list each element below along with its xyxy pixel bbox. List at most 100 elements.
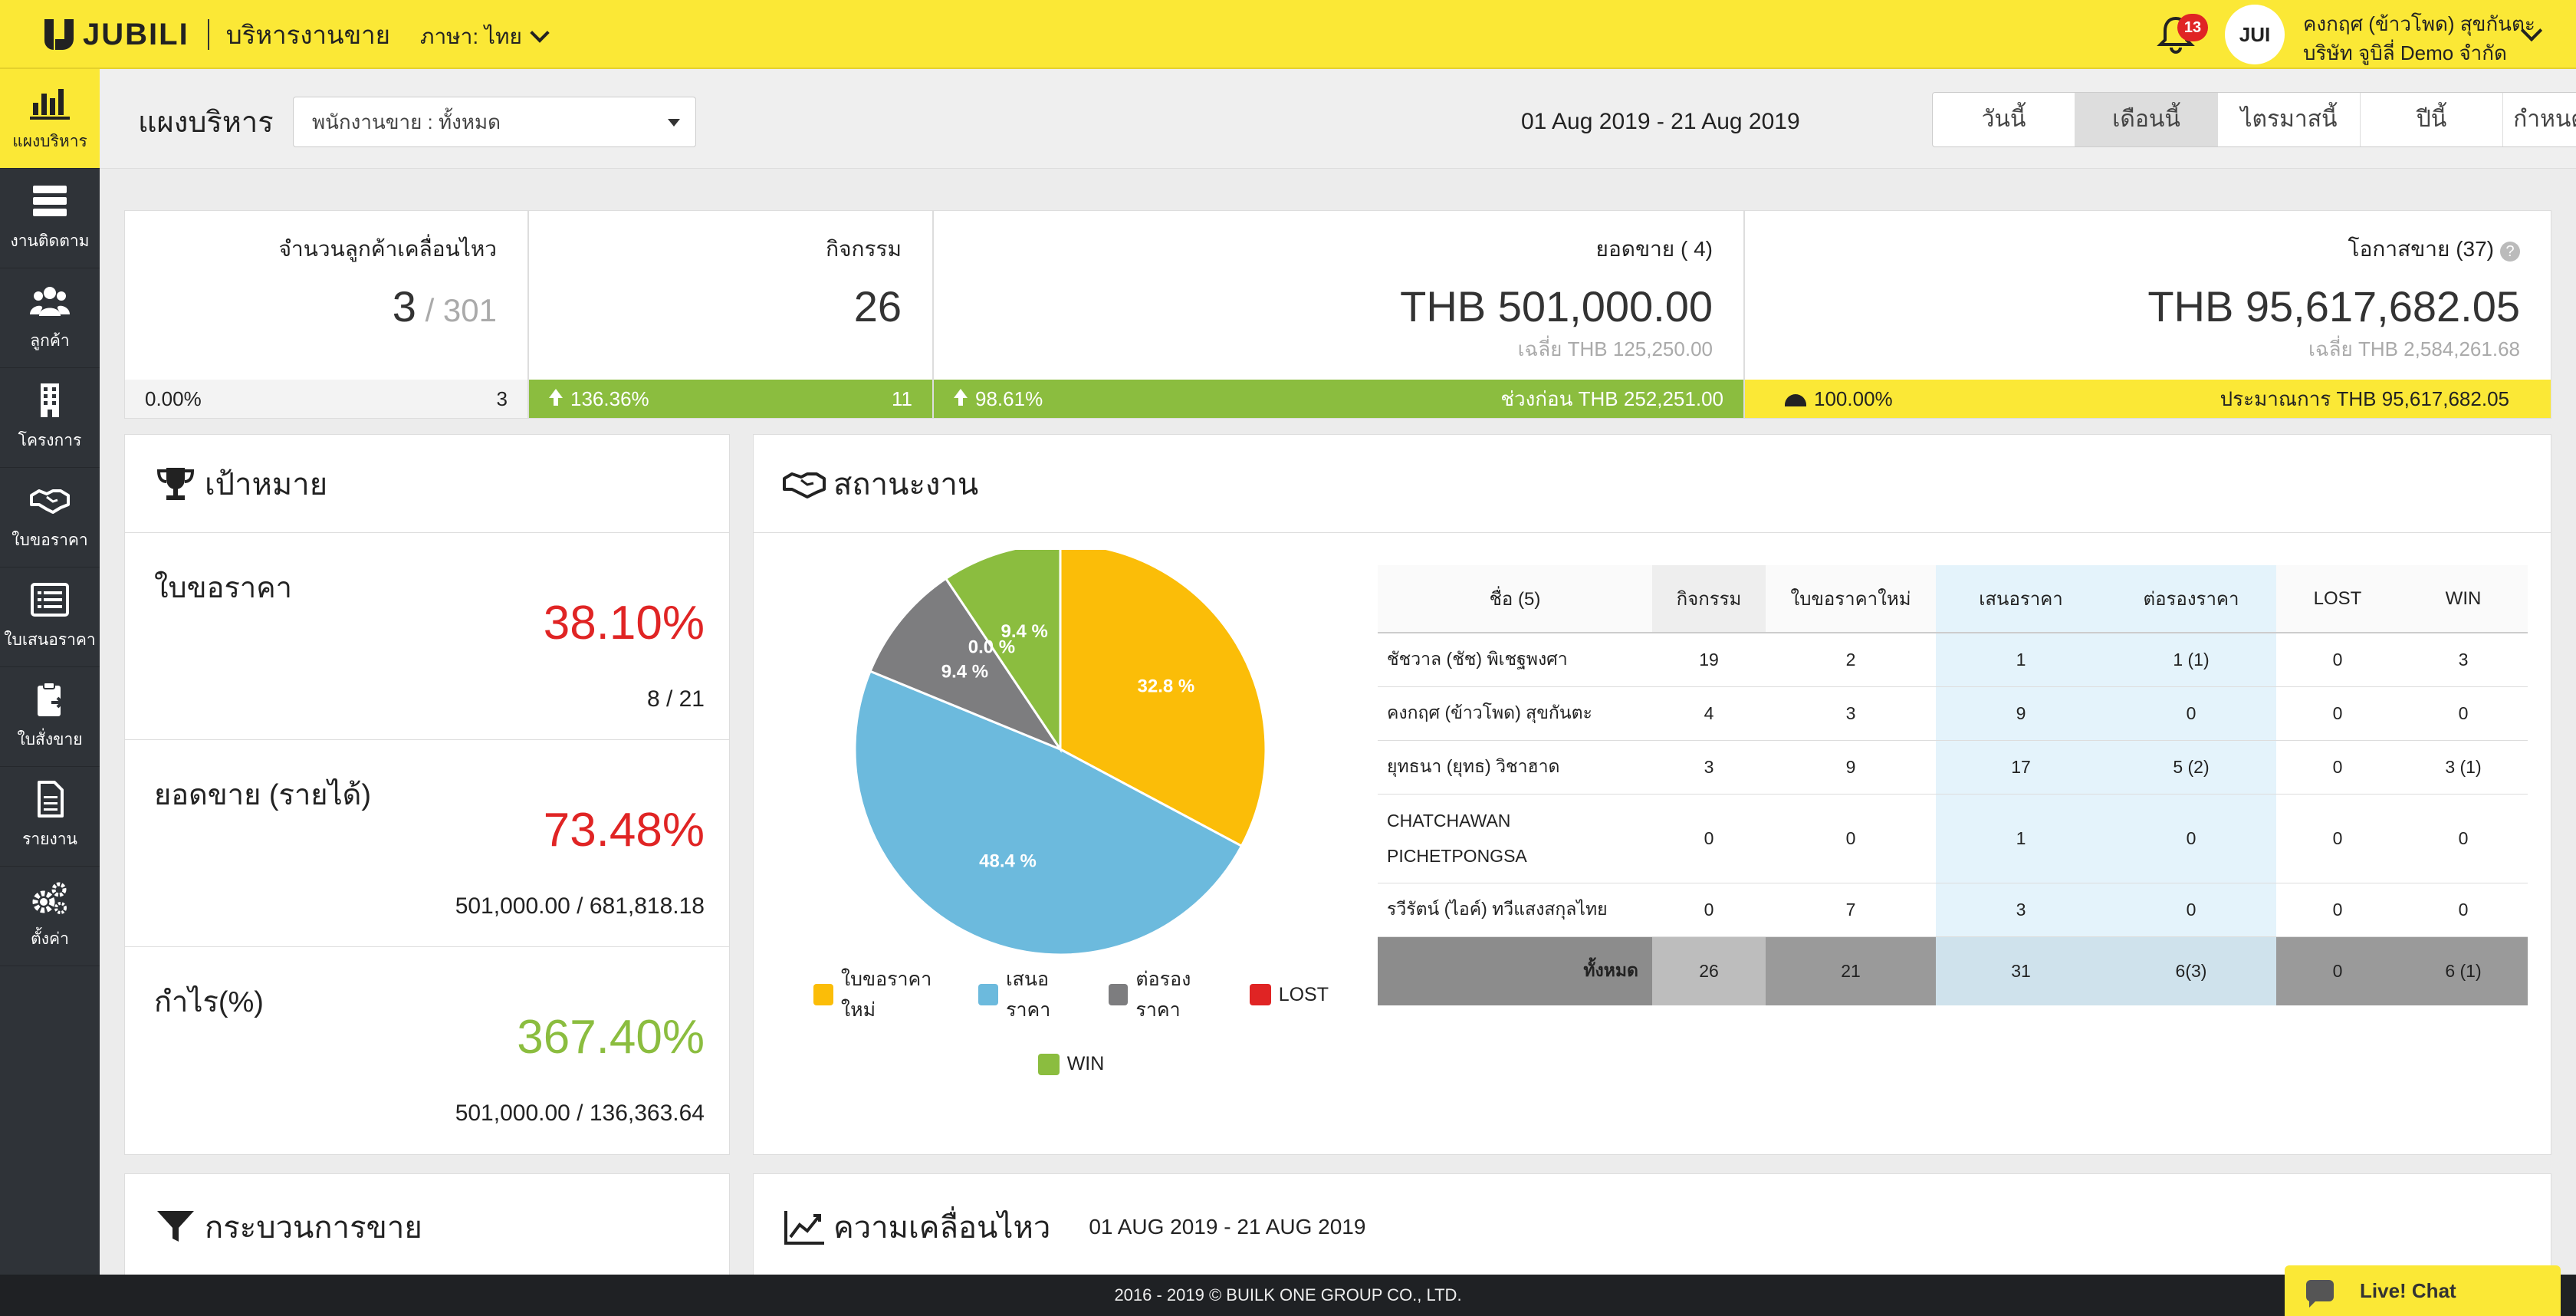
notification-button[interactable]: 13	[2154, 12, 2208, 55]
sidebar-item-quotations[interactable]: ใบเสนอราคา	[0, 568, 100, 667]
tab-this-month[interactable]: เดือนนี้	[2075, 93, 2218, 146]
column-header-lost[interactable]: LOST	[2276, 565, 2399, 633]
cell-name[interactable]: ยุทธนา (ยุทธ) วิชาฮาด	[1378, 740, 1652, 795]
table-row[interactable]: ยุทธนา (ยุทธ) วิชาฮาด 3 9 17 5 (2) 0 3 (…	[1378, 740, 2528, 795]
cell-new-requests: 9	[1766, 740, 1936, 795]
table-row[interactable]: ชัชวาล (ชัช) พิเชฐพงศา 19 2 1 1 (1) 0 3	[1378, 633, 2528, 687]
avatar-text: JUI	[2239, 22, 2271, 46]
column-header-negotiating[interactable]: ต่อรองราคา	[2106, 565, 2276, 633]
cell-name[interactable]: ชัชวาล (ชัช) พิเชฐพงศา	[1378, 633, 1652, 687]
pie-slice[interactable]	[1059, 550, 1267, 848]
target-quote-requests[interactable]: ใบขอราคา 38.10% 8 / 21	[125, 533, 729, 740]
target-profit[interactable]: กำไร(%) 367.40% 501,000.00 / 136,363.64	[125, 947, 729, 1154]
sidebar-item-sales-orders[interactable]: ใบสั่งขาย	[0, 667, 100, 767]
cell-name[interactable]: คงกฤศ (ข้าวโพด) สุขกันตะ	[1378, 686, 1652, 741]
period-tabs: วันนี้ เดือนนี้ ไตรมาสนี้ ปีนี้ กำหนดเอง	[1932, 92, 2576, 147]
cell-name[interactable]: CHATCHAWAN PICHETPONGSA	[1378, 794, 1652, 883]
cell-win: 0	[2399, 883, 2528, 937]
sidebar-item-dashboard[interactable]: แผงบริหาร	[0, 69, 120, 169]
salesman-select[interactable]: พนักงานขาย : ทั้งหมด	[293, 97, 696, 147]
document-icon	[38, 781, 64, 818]
tab-this-year[interactable]: ปีนี้	[2361, 93, 2503, 146]
cell-name[interactable]: รวีรัตน์ (ไอค์) ทวีแสงสกุลไทย	[1378, 883, 1652, 937]
legend-swatch	[1037, 1053, 1060, 1075]
trophy-icon	[156, 467, 195, 500]
sidebar-item-quote-requests[interactable]: ใบขอราคา	[0, 468, 100, 568]
cell-activities: 0	[1652, 794, 1766, 883]
cell-lost: 0	[2276, 883, 2399, 937]
sidebar-item-reports[interactable]: รายงาน	[0, 767, 100, 867]
logo[interactable]: JUBILI บริหารงานขาย	[44, 17, 390, 52]
pie-slice[interactable]	[944, 550, 1062, 753]
avatar[interactable]: JUI	[2225, 5, 2285, 64]
status-pie-chart: 32.8 %48.4 %9.4 %0.0 %9.4 %	[853, 550, 1267, 956]
language-selector[interactable]: ภาษา: ไทย	[420, 20, 550, 54]
stat-active-customers[interactable]: จำนวนลูกค้าเคลื่อนไหว 3 / 301 0.00% 3	[124, 210, 528, 419]
cell-lost: 0	[2276, 686, 2399, 741]
cell-activities: 19	[1652, 633, 1766, 687]
pie-slice[interactable]	[869, 577, 1063, 752]
page-title: แผงบริหาร	[138, 107, 274, 139]
target-sales-revenue[interactable]: ยอดขาย (รายได้) 73.48% 501,000.00 / 681,…	[125, 740, 729, 947]
column-header-name[interactable]: ชื่อ (5)	[1378, 565, 1652, 633]
status-title: สถานะงาน	[833, 467, 979, 502]
target-percent: 38.10%	[543, 597, 705, 650]
cell-total-label: ทั้งหมด	[1378, 936, 1652, 1005]
sidebar-item-settings[interactable]: ตั้งค่า	[0, 867, 100, 966]
sub-header: แผงบริหาร พนักงานขาย : ทั้งหมด 01 Aug 20…	[100, 69, 2576, 169]
sidebar-item-label: ใบสั่งขาย	[17, 731, 83, 748]
table-row[interactable]: CHATCHAWAN PICHETPONGSA 0 0 1 0 0 0	[1378, 794, 2528, 883]
stat-activities[interactable]: กิจกรรม 26 136.36% 11	[528, 210, 933, 419]
table-row[interactable]: รวีรัตน์ (ไอค์) ทวีแสงสกุลไทย 0 7 3 0 0 …	[1378, 883, 2528, 937]
tab-today[interactable]: วันนี้	[1933, 93, 2075, 146]
column-header-new-requests[interactable]: ใบขอราคาใหม่	[1766, 565, 1936, 633]
handshake-icon	[30, 489, 70, 514]
stat-opportunities[interactable]: โอกาสขาย (37)? THB 95,617,682.05 เฉลี่ย …	[1744, 210, 2551, 419]
stat-label: จำนวนลูกค้าเคลื่อนไหว	[278, 237, 497, 261]
cell-negotiating: 0	[2106, 794, 2276, 883]
stat-footer-left: 136.36%	[570, 387, 649, 410]
legend-swatch	[1249, 984, 1271, 1005]
help-icon[interactable]: ?	[2500, 242, 2520, 262]
live-chat-button[interactable]: Live! Chat	[2285, 1265, 2561, 1316]
caret-down-icon	[668, 119, 680, 127]
legend-item-quoted[interactable]: เสนอราคา	[978, 964, 1086, 1025]
cell-total-win: 6 (1)	[2399, 936, 2528, 1005]
legend-label: เสนอราคา	[1006, 969, 1051, 1021]
target-label: กำไร(%)	[154, 986, 264, 1018]
sidebar-item-projects[interactable]: โครงการ	[0, 368, 100, 468]
legend-item-win[interactable]: WIN	[1037, 1053, 1104, 1075]
sidebar-item-label: รายงาน	[22, 831, 77, 848]
cell-quoted: 1	[1936, 794, 2106, 883]
legend-label: ใบขอราคาใหม่	[840, 969, 932, 1021]
legend-swatch	[1108, 984, 1129, 1005]
sales-process-title: กระบวนการขาย	[205, 1210, 422, 1245]
stat-sales[interactable]: ยอดขาย ( 4) THB 501,000.00 เฉลี่ย THB 12…	[933, 210, 1744, 419]
column-header-win[interactable]: WIN	[2399, 565, 2528, 633]
legend-item-lost[interactable]: LOST	[1249, 964, 1329, 1025]
column-header-activities[interactable]: กิจกรรม	[1652, 565, 1766, 633]
list-icon	[31, 583, 69, 617]
tab-this-quarter[interactable]: ไตรมาสนี้	[2218, 93, 2361, 146]
column-header-quoted[interactable]: เสนอราคา	[1936, 565, 2106, 633]
user-menu[interactable]: คงกฤศ (ข้าวโพด) สุขกันตะ บริษัท จูบิลี่ …	[2303, 9, 2535, 67]
cell-lost: 0	[2276, 794, 2399, 883]
sales-process-header: กระบวนการขาย	[125, 1174, 729, 1280]
cell-new-requests: 2	[1766, 633, 1936, 687]
legend-item-negotiating[interactable]: ต่อรองราคา	[1108, 964, 1228, 1025]
movement-date-range: 01 AUG 2019 - 21 AUG 2019	[1089, 1214, 1366, 1239]
sidebar-item-tasks[interactable]: งานติดตาม	[0, 169, 100, 268]
cell-quoted: 17	[1936, 740, 2106, 795]
stat-footer-right: 11	[892, 387, 912, 410]
logo-text: JUBILI	[83, 17, 189, 51]
cell-activities: 4	[1652, 686, 1766, 741]
legend-item-new-request[interactable]: ใบขอราคาใหม่	[813, 964, 957, 1025]
cell-win: 0	[2399, 686, 2528, 741]
tab-custom[interactable]: กำหนดเอง	[2503, 93, 2576, 146]
legend-label: LOST	[1278, 983, 1329, 1005]
table-row[interactable]: คงกฤศ (ข้าวโพด) สุขกันตะ 4 3 9 0 0 0	[1378, 686, 2528, 741]
sidebar-item-customers[interactable]: ลูกค้า	[0, 268, 100, 368]
cell-new-requests: 3	[1766, 686, 1936, 741]
pie-slice[interactable]	[853, 670, 1244, 956]
status-panel: สถานะงาน 32.8 % 48.4 % 9.4 % 0.0 % 9.4 % ใบข…	[753, 434, 2551, 1155]
